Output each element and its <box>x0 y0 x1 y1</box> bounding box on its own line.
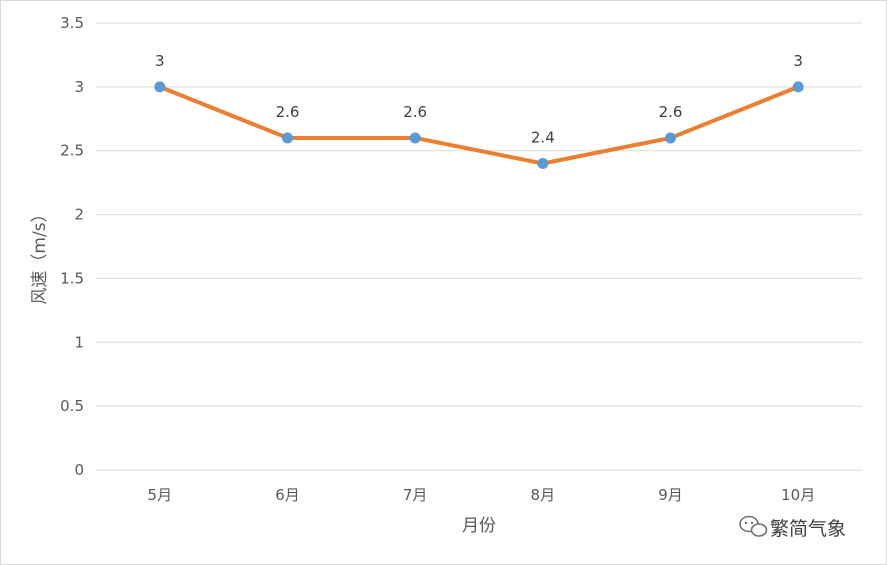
data-label: 3 <box>793 52 803 70</box>
y-tick-label: 0 <box>74 461 84 479</box>
x-tick-label: 6月 <box>275 486 300 504</box>
data-label: 2.4 <box>531 128 555 146</box>
y-tick-label: 0.5 <box>60 397 84 415</box>
x-axis-title: 月份 <box>462 516 496 536</box>
x-tick-label: 10月 <box>781 486 815 504</box>
data-label: 2.6 <box>659 103 683 121</box>
data-point <box>282 132 293 144</box>
y-tick-label: 1 <box>74 333 84 351</box>
series-line <box>157 84 801 166</box>
data-point <box>665 132 676 144</box>
y-axis-ticks: 0 0.5 1 1.5 2 2.5 3 3.5 <box>60 14 84 479</box>
data-label: 3 <box>155 52 165 70</box>
watermark: 繁简气象 <box>739 515 846 540</box>
watermark-text: 繁简气象 <box>770 518 846 540</box>
data-point <box>409 132 421 144</box>
wechat-icon <box>739 515 768 537</box>
y-tick-label: 2.5 <box>60 142 84 160</box>
x-axis-ticks: 5月 6月 7月 8月 9月 10月 <box>148 486 816 504</box>
x-tick-label: 5月 <box>148 486 173 504</box>
x-tick-label: 8月 <box>531 486 556 504</box>
data-labels: 3 2.6 2.6 2.4 2.6 3 <box>155 52 803 147</box>
series <box>154 81 804 169</box>
data-label: 2.6 <box>403 103 427 121</box>
data-label: 2.6 <box>276 103 300 121</box>
y-tick-label: 2 <box>74 206 84 224</box>
data-point <box>792 81 804 93</box>
data-point <box>537 157 549 169</box>
x-tick-label: 9月 <box>658 486 683 504</box>
data-point <box>154 81 166 93</box>
x-tick-label: 7月 <box>403 486 428 504</box>
y-tick-label: 3 <box>74 78 84 96</box>
y-tick-label: 3.5 <box>60 14 84 32</box>
y-tick-label: 1.5 <box>60 269 84 287</box>
y-axis-title: 风速（m/s） <box>30 205 50 304</box>
